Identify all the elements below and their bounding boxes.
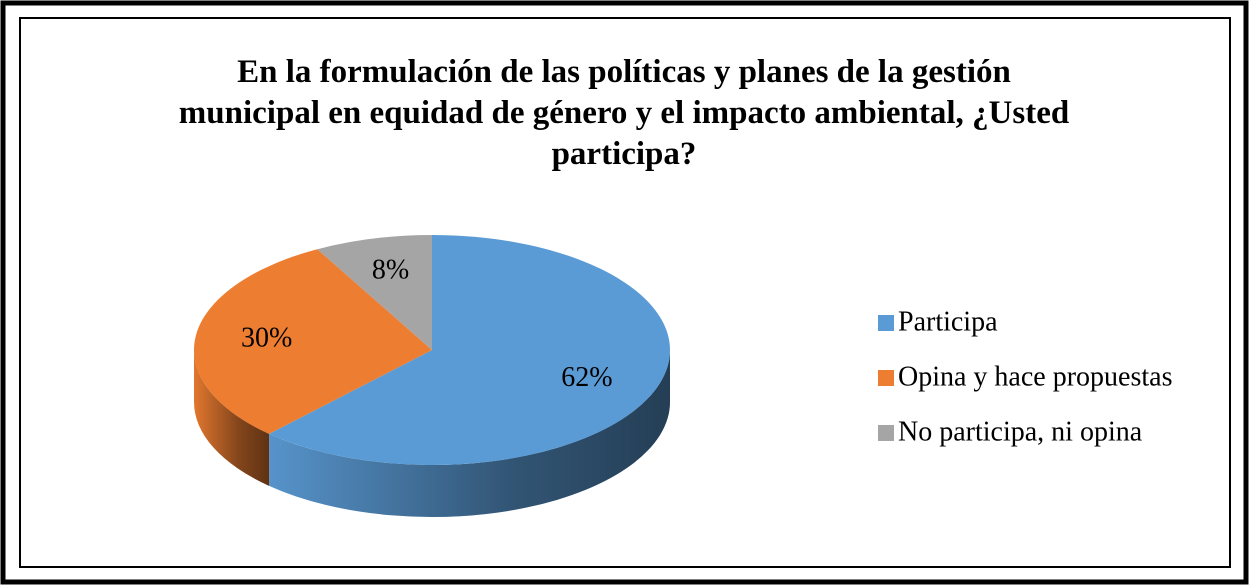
slice-side-shade — [194, 350, 270, 486]
slice — [317, 235, 432, 350]
slice — [194, 249, 432, 434]
inner-border — [19, 17, 1231, 568]
legend-label: No participa, ni opina — [898, 416, 1143, 447]
chart-title: En la formulación de las políticas y pla… — [178, 54, 1070, 172]
legend-swatch — [878, 370, 894, 386]
legend-swatch — [878, 425, 894, 441]
slice-side-shade — [269, 350, 670, 517]
legend-label: Opina y hace propuestas — [898, 361, 1172, 392]
data-label: 8% — [372, 254, 409, 285]
data-label: 30% — [241, 322, 292, 353]
legend-swatch — [878, 315, 894, 331]
legend-label: Participa — [898, 306, 998, 337]
data-label: 62% — [561, 362, 612, 393]
slice — [269, 235, 671, 465]
